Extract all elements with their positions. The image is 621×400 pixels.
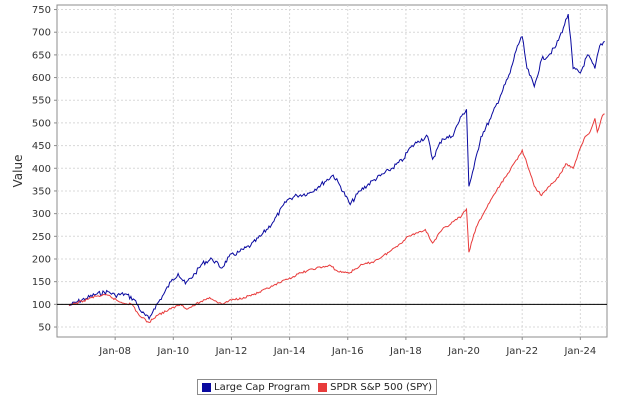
legend-item-spy: SPDR S&P 500 (SPY) [318,382,432,393]
plot-area [56,4,608,338]
y-tick-label: 150 [32,277,51,288]
x-tick-label: Jan-22 [505,346,538,357]
x-tick-label: Jan-12 [215,346,248,357]
legend-label-large-cap: Large Cap Program [214,381,311,393]
y-tick-label: 700 [32,28,51,39]
y-tick-label: 750 [32,5,51,16]
y-tick-label: 500 [32,118,51,129]
legend-swatch-spy [318,382,328,392]
y-tick-label: 400 [32,164,51,175]
x-tick-label: Jan-18 [389,346,422,357]
grid-lines [57,5,607,337]
legend-label-spy: SPDR S&P 500 (SPY) [330,381,433,393]
x-axis: Jan-08 Jan-10 Jan-12 Jan-14 Jan-16 Jan-18 Jan-… [98,337,596,357]
x-tick-label: Jan-08 [98,346,131,357]
y-tick-label: 450 [32,141,51,152]
series-line-spy [68,113,605,324]
legend: Large Cap Program SPDR S&P 500 (SPY) [197,379,438,395]
x-tick-label: Jan-10 [156,346,189,357]
y-tick-label: 550 [32,96,51,107]
x-tick-label: Jan-24 [563,346,596,357]
y-axis: 50 100 150 200 250 300 350 400 450 500 550 600 650 70… [32,5,57,334]
y-tick-label: 600 [32,73,51,84]
y-axis-title: Value [11,155,25,188]
y-tick-label: 300 [32,209,51,220]
x-tick-label: Jan-16 [331,346,364,357]
y-tick-label: 350 [32,186,51,197]
y-tick-label: 250 [32,232,51,243]
x-tick-label: Jan-14 [273,346,306,357]
legend-item-large-cap: Large Cap Program [202,382,310,393]
y-tick-label: 200 [32,254,51,265]
series-line-large-cap [68,13,605,321]
y-tick-label: 650 [32,50,51,61]
y-tick-label: 50 [38,323,51,334]
series-lines [68,13,605,324]
legend-swatch-large-cap [202,382,211,392]
x-tick-label: Jan-20 [447,346,480,357]
y-tick-label: 100 [32,300,51,311]
